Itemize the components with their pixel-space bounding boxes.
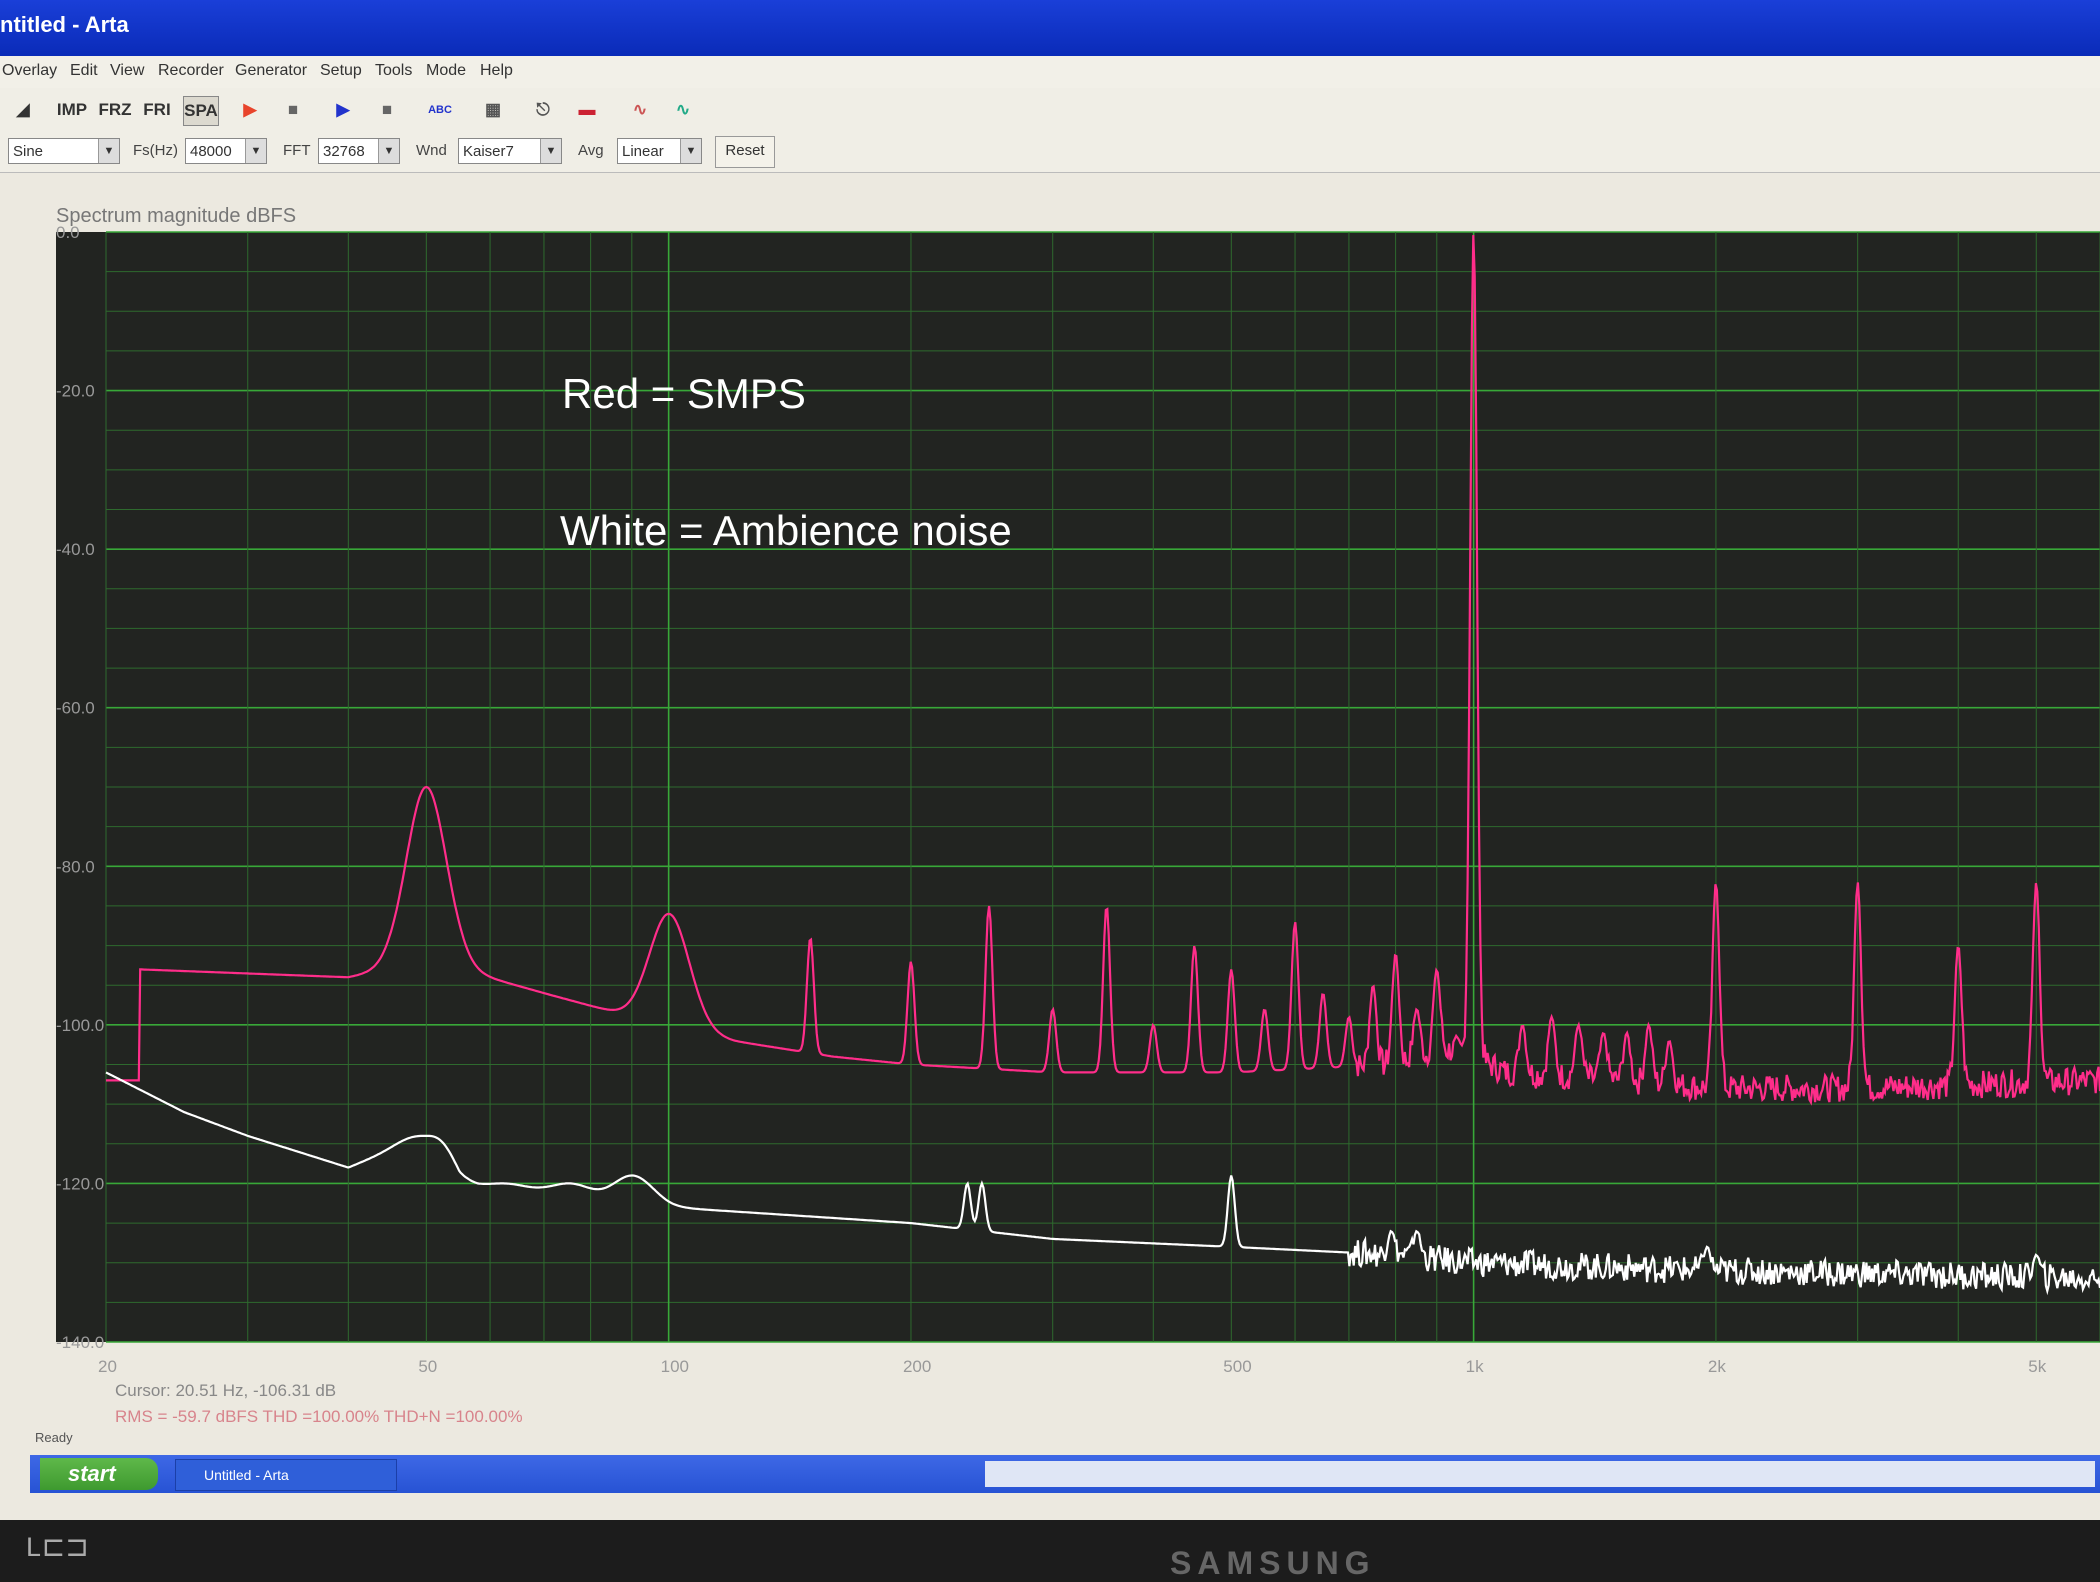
avg-value: Linear (622, 143, 664, 160)
x-tick-label: 50 (418, 1357, 437, 1376)
spectrum-chart[interactable]: Spectrum magnitude dBFS 0.0 -20.0 -40.0 -60… (0, 190, 2100, 1435)
fs-value: 48000 (190, 143, 232, 160)
menu-bar: Overlay Edit View Recorder Generator Set… (0, 56, 2100, 88)
abc-icon[interactable]: ABC (428, 104, 452, 116)
scope-icon[interactable]: ∿ (675, 100, 691, 119)
menu-help[interactable]: Help (480, 62, 513, 79)
series-line (106, 235, 2100, 1106)
x-tick-label: 20 (98, 1357, 117, 1376)
menu-generator[interactable]: Generator (235, 62, 308, 79)
frz-button[interactable]: FRZ (98, 100, 132, 119)
y-tick-label: -20.0 (56, 382, 95, 401)
y-tick-label: -80.0 (56, 857, 95, 876)
menu-edit[interactable]: Edit (70, 62, 98, 79)
avg-select[interactable]: Linear ▼ (617, 138, 702, 164)
y-tick-label: -40.0 (56, 540, 95, 559)
title-bar[interactable]: ntitled - Arta (0, 0, 2100, 56)
status-bar: Ready (35, 1430, 73, 1445)
menu-overlay[interactable]: Overlay (2, 62, 58, 79)
x-tick-label: 200 (903, 1357, 931, 1376)
fft-select[interactable]: 32768 ▼ (318, 138, 400, 164)
screen: ntitled - Arta Overlay Edit View Recorde… (0, 0, 2100, 1520)
chart-title: Spectrum magnitude dBFS (56, 205, 296, 227)
chevron-down-icon: ▼ (680, 139, 701, 163)
y-axis: 0.0 -20.0 -40.0 -60.0 -80.0 -100.0 -120.0 -140.… (56, 223, 104, 1352)
chevron-down-icon: ▼ (245, 139, 266, 163)
chevron-down-icon: ▼ (540, 139, 561, 163)
fs-select[interactable]: 48000 ▼ (185, 138, 267, 164)
reset-button[interactable]: Reset (715, 136, 775, 168)
legend-ambience: White = Ambience noise (560, 507, 1012, 554)
system-tray (985, 1461, 2095, 1487)
spa-button[interactable]: SPA (183, 96, 219, 126)
legend-smps: Red = SMPS (562, 370, 806, 417)
menu-recorder[interactable]: Recorder (158, 62, 224, 79)
y-tick-label: -100.0 (56, 1016, 104, 1035)
y-tick-label: -140.0 (56, 1333, 104, 1352)
signal-value: Sine (13, 143, 44, 160)
rms-readout: RMS = -59.7 dBFS THD =100.00% THD+N =100… (115, 1407, 523, 1426)
play-icon[interactable]: ▶ (336, 100, 350, 119)
color-icon[interactable]: ▬ (578, 100, 596, 119)
x-tick-label: 2k (1708, 1357, 1726, 1376)
x-axis: 20 50 100 200 500 1k 2k 5k (98, 1357, 2047, 1376)
y-tick-label: -60.0 (56, 699, 95, 718)
probe-icon[interactable]: ⎋ (536, 100, 550, 119)
cursor-readout: Cursor: 20.51 Hz, -106.31 dB (115, 1381, 336, 1400)
fft-value: 32768 (323, 143, 365, 160)
grid-icon[interactable]: ▦ (484, 100, 502, 119)
stop2-icon[interactable]: ■ (381, 100, 393, 119)
x-tick-label: 100 (661, 1357, 689, 1376)
series-line (105, 1071, 2100, 1296)
wnd-value: Kaiser7 (463, 143, 514, 160)
x-tick-label: 1k (1466, 1357, 1484, 1376)
wnd-label: Wnd (416, 142, 447, 159)
record-icon[interactable]: ▶ (243, 100, 257, 119)
window-select[interactable]: Kaiser7 ▼ (458, 138, 562, 164)
led-logo-icon: L⊏⊐ (25, 1534, 89, 1565)
menu-view[interactable]: View (110, 62, 145, 79)
taskbar-item-arta[interactable]: Untitled - Arta (175, 1459, 397, 1491)
wave-icon[interactable]: ∿ (632, 100, 648, 119)
taskbar: start Untitled - Arta (30, 1455, 2100, 1493)
toolbar: ◢ IMP FRZ FRI SPA ▶ ■ ▶ ■ ABC ▦ ⎋ ▬ ∿ ∿ (0, 88, 2100, 133)
fri-button[interactable]: FRI (143, 100, 171, 119)
fft-label: FFT (283, 142, 311, 159)
y-tick-label: -120.0 (56, 1174, 104, 1193)
series-group (105, 235, 2100, 1296)
menu-mode[interactable]: Mode (426, 62, 467, 79)
imp-button[interactable]: IMP (56, 100, 88, 119)
menu-setup[interactable]: Setup (320, 62, 362, 79)
menu-tools[interactable]: Tools (375, 62, 413, 79)
chevron-down-icon: ▼ (378, 139, 399, 163)
fs-label: Fs(Hz) (133, 142, 178, 159)
stop-icon[interactable]: ■ (287, 100, 299, 119)
pointer-icon[interactable]: ◢ (16, 100, 30, 119)
parameter-bar: Sine ▼ Fs(Hz) 48000 ▼ FFT 32768 ▼ Wnd Kaise… (0, 132, 2100, 173)
chevron-down-icon: ▼ (98, 139, 119, 163)
avg-label: Avg (578, 142, 604, 159)
y-tick-label: 0.0 (56, 223, 80, 242)
x-tick-label: 500 (1223, 1357, 1251, 1376)
start-button[interactable]: start (40, 1458, 158, 1490)
signal-select[interactable]: Sine ▼ (8, 138, 120, 164)
window-title: ntitled - Arta (0, 12, 129, 37)
monitor-brand: SAMSUNG (1170, 1545, 1376, 1581)
x-tick-label: 5k (2028, 1357, 2046, 1376)
